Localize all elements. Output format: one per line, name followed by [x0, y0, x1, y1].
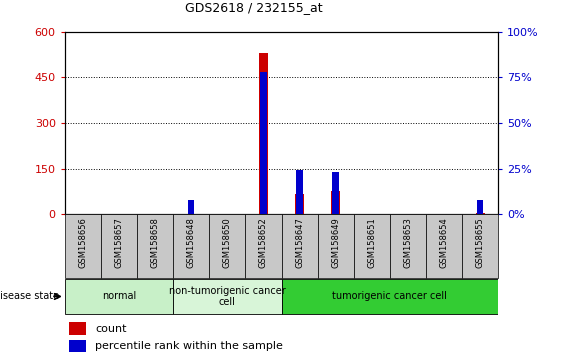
- Bar: [260, 72, 267, 214]
- Bar: [259, 53, 268, 214]
- Text: GSM158657: GSM158657: [114, 217, 123, 268]
- Bar: [137, 214, 173, 278]
- Text: disease state: disease state: [0, 291, 59, 302]
- Text: GSM158654: GSM158654: [440, 217, 449, 268]
- Bar: [331, 192, 340, 214]
- Bar: [245, 214, 282, 278]
- Bar: [69, 322, 87, 335]
- Bar: [65, 214, 101, 278]
- Bar: [65, 279, 173, 314]
- Bar: [354, 214, 390, 278]
- Text: GSM158658: GSM158658: [150, 217, 159, 268]
- Bar: [282, 214, 318, 278]
- Bar: [101, 214, 137, 278]
- Bar: [209, 214, 245, 278]
- Bar: [173, 279, 282, 314]
- Text: GSM158656: GSM158656: [78, 217, 87, 268]
- Text: tumorigenic cancer cell: tumorigenic cancer cell: [332, 291, 448, 302]
- Bar: [477, 200, 484, 214]
- Bar: [476, 213, 485, 214]
- Text: GSM158648: GSM158648: [187, 217, 196, 268]
- Text: GSM158650: GSM158650: [223, 217, 232, 268]
- Text: count: count: [95, 324, 127, 333]
- Text: GSM158655: GSM158655: [476, 217, 485, 268]
- Text: GSM158651: GSM158651: [367, 217, 376, 268]
- Bar: [69, 340, 87, 352]
- Bar: [426, 214, 462, 278]
- Bar: [390, 214, 426, 278]
- Bar: [462, 214, 498, 278]
- Text: non-tumorigenic cancer
cell: non-tumorigenic cancer cell: [169, 286, 285, 307]
- Text: GSM158653: GSM158653: [404, 217, 413, 268]
- Bar: [173, 214, 209, 278]
- Text: percentile rank within the sample: percentile rank within the sample: [95, 341, 283, 351]
- Text: GSM158649: GSM158649: [331, 217, 340, 268]
- Bar: [295, 194, 304, 214]
- Bar: [282, 279, 498, 314]
- Text: GSM158647: GSM158647: [295, 217, 304, 268]
- Text: normal: normal: [102, 291, 136, 302]
- Bar: [188, 200, 194, 214]
- Text: GSM158652: GSM158652: [259, 217, 268, 268]
- Bar: [332, 172, 339, 214]
- Bar: [296, 170, 303, 214]
- Bar: [318, 214, 354, 278]
- Text: GDS2618 / 232155_at: GDS2618 / 232155_at: [185, 1, 322, 14]
